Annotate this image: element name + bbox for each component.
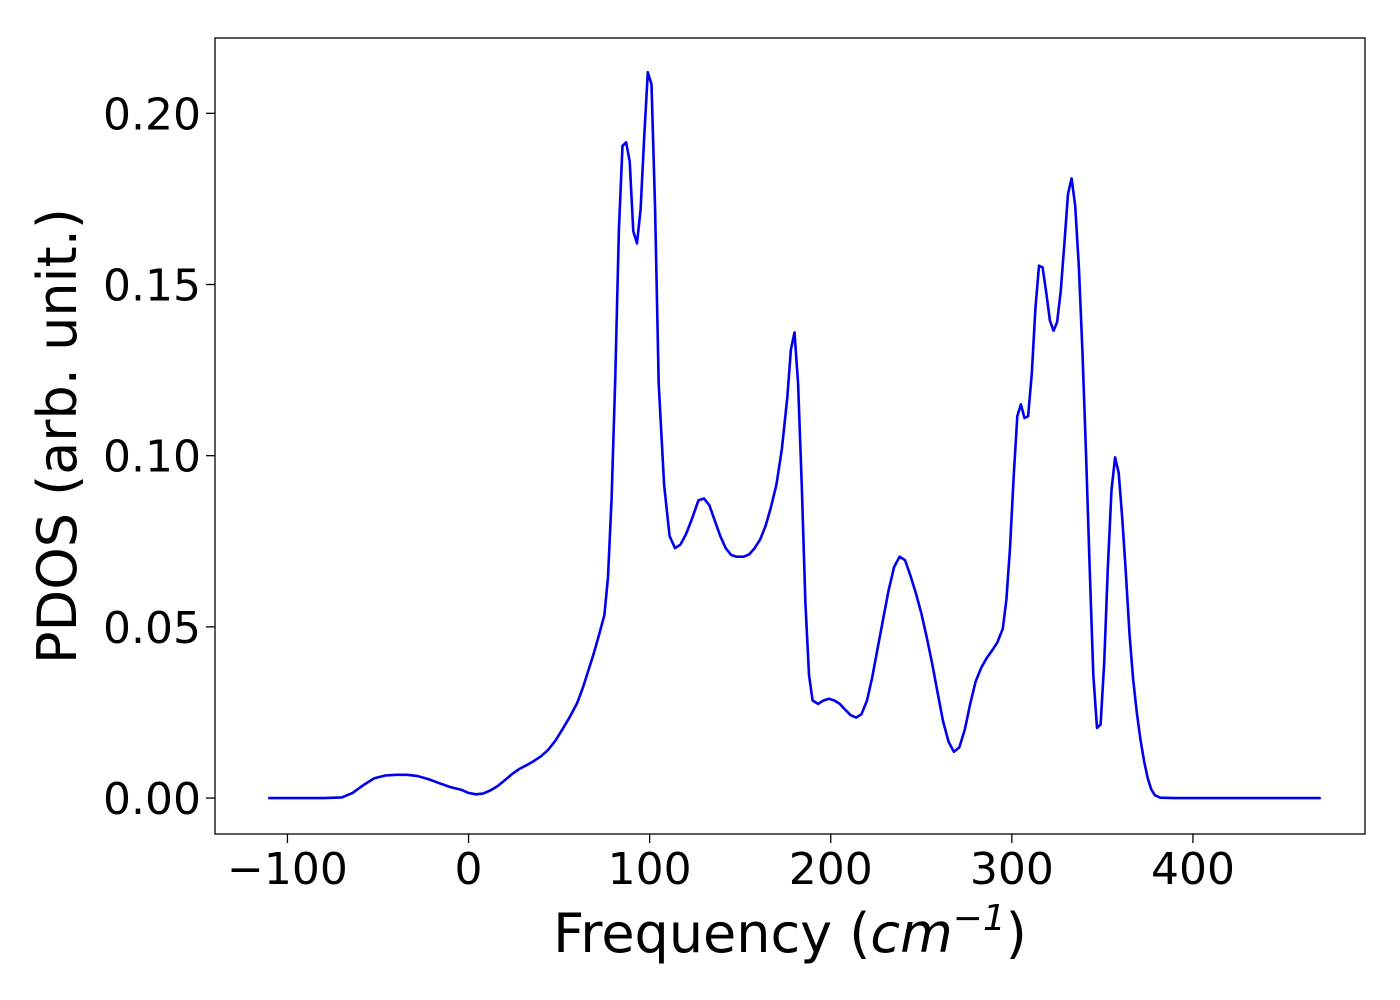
y-axis-title: PDOS (arb. unit.) <box>26 208 89 664</box>
x-tick-label: 100 <box>608 844 692 895</box>
y-tick-label: 0.05 <box>103 603 201 654</box>
y-tick-label: 0.10 <box>103 432 201 483</box>
x-axis-title: Frequency (cm−1) <box>553 898 1027 965</box>
x-tick-label: 200 <box>789 844 873 895</box>
y-tick-label: 0.15 <box>103 261 201 312</box>
x-axis-title-math: cm <box>870 902 952 965</box>
plot-frame <box>214 37 1366 835</box>
x-tick-label: −100 <box>227 844 348 895</box>
x-tick-label: 300 <box>970 844 1054 895</box>
x-axis-title-sup: −1 <box>953 898 1006 939</box>
pdos-series-line <box>267 70 1321 800</box>
y-tick-label: 0.00 <box>103 774 201 825</box>
plot-background <box>215 38 1365 834</box>
x-tick-label: 400 <box>1151 844 1235 895</box>
y-tick-label: 0.20 <box>103 89 201 140</box>
x-tick-label: 0 <box>455 844 483 895</box>
y-axis-ticks: 0.00 0.05 0.10 0.15 0.20 <box>103 89 215 825</box>
x-axis-title-close: ) <box>1006 902 1027 965</box>
x-axis-ticks: −100 0 100 200 300 400 <box>227 834 1235 895</box>
x-axis-title-text: Frequency ( <box>553 902 870 965</box>
